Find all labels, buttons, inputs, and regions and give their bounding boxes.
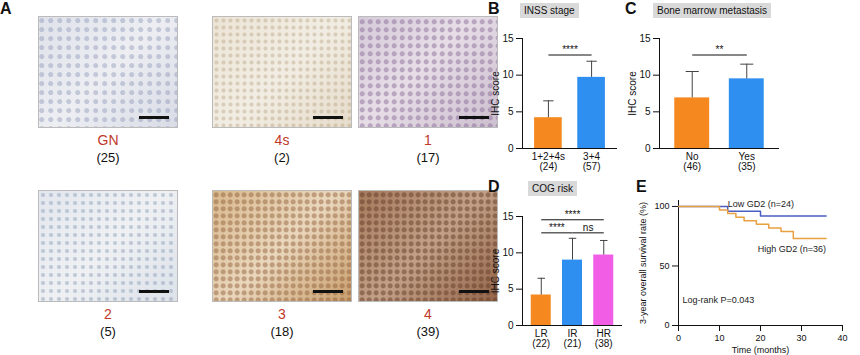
svg-text:IHC score: IHC score [490, 71, 501, 116]
svg-text:50: 50 [659, 261, 669, 271]
svg-text:10: 10 [714, 333, 724, 343]
html-text:COG risk: COG risk [532, 183, 574, 194]
html-text:(17): (17) [416, 150, 440, 165]
html-text:(5): (5) [100, 324, 116, 339]
svg-text:40: 40 [837, 333, 847, 343]
svg-text:IHC score: IHC score [490, 248, 501, 293]
html-text:D: D [488, 178, 500, 195]
svg-text:10: 10 [639, 69, 651, 80]
html-text:3: 3 [278, 306, 286, 322]
svg-text:100: 100 [654, 201, 669, 211]
html-text:B: B [488, 0, 500, 17]
svg-text:0: 0 [508, 143, 514, 154]
svg-text:0: 0 [664, 320, 669, 330]
svg-text:ns: ns [583, 222, 594, 233]
svg-text:10: 10 [502, 247, 514, 258]
html-text:(39): (39) [416, 324, 440, 339]
svg-text:5: 5 [508, 283, 514, 294]
svg-text:****: **** [565, 209, 581, 220]
svg-text:3-year overall survival rate (: 3-year overall survival rate (%) [638, 202, 648, 324]
svg-text:5: 5 [645, 106, 651, 117]
html-text:GN: GN [97, 132, 119, 148]
svg-text:****: **** [549, 222, 565, 233]
svg-text:LR(22): LR(22) [532, 328, 550, 349]
html-text:A: A [0, 0, 12, 17]
svg-text:5: 5 [508, 106, 514, 117]
html-text:(25): (25) [96, 150, 120, 165]
svg-text:Log-rank P=0.043: Log-rank P=0.043 [683, 295, 755, 305]
html-text:E: E [636, 178, 647, 195]
html-text:4s: 4s [274, 132, 290, 148]
svg-text:IHC score: IHC score [627, 71, 638, 116]
svg-text:HR(38): HR(38) [595, 328, 613, 349]
svg-text:No(46): No(46) [683, 151, 701, 172]
svg-text:High GD2 (n=36): High GD2 (n=36) [758, 244, 826, 254]
svg-text:0: 0 [676, 333, 681, 343]
svg-text:Low GD2 (n=24): Low GD2 (n=24) [728, 199, 794, 209]
html-text:4: 4 [424, 306, 432, 322]
svg-text:10: 10 [502, 69, 514, 80]
html-text:1: 1 [424, 132, 432, 148]
svg-text:30: 30 [796, 333, 806, 343]
html-text:INSS stage: INSS stage [524, 5, 575, 16]
html-text:2: 2 [104, 306, 112, 322]
html-text:(18): (18) [270, 324, 294, 339]
svg-text:0: 0 [508, 320, 514, 331]
html-text:C: C [625, 0, 637, 17]
svg-text:15: 15 [502, 33, 514, 44]
html-text:(2): (2) [274, 150, 290, 165]
svg-text:15: 15 [639, 33, 651, 44]
svg-text:0: 0 [645, 143, 651, 154]
html-text:Bone marrow metastasis: Bone marrow metastasis [657, 5, 767, 16]
svg-text:****: **** [562, 44, 578, 55]
svg-text:Yes(35): Yes(35) [738, 151, 756, 172]
svg-text:20: 20 [755, 333, 765, 343]
svg-text:Time (months): Time (months) [732, 345, 790, 355]
svg-text:1+2+4s(24): 1+2+4s(24) [532, 151, 565, 172]
svg-text:**: ** [716, 44, 724, 55]
svg-text:IR(21): IR(21) [564, 328, 582, 349]
svg-text:15: 15 [502, 211, 514, 222]
svg-text:3+4(57): 3+4(57) [583, 151, 601, 172]
